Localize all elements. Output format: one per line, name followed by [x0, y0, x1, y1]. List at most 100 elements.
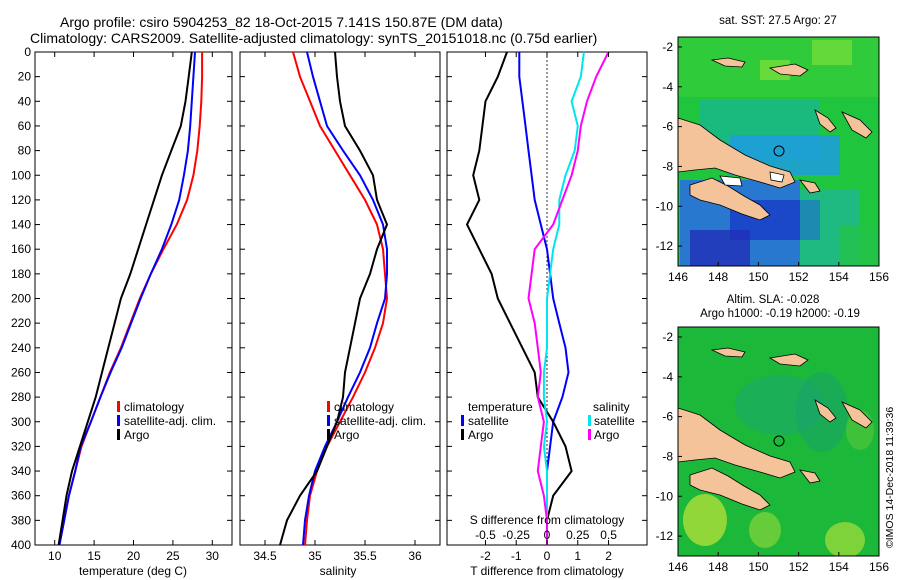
- x-tick-label: 34.5: [253, 549, 277, 563]
- salinity-xlabel: salinity: [320, 564, 357, 578]
- y-tick-label: 0: [24, 45, 31, 59]
- temperature-legend-satellite: satellite-adj. clim.: [124, 414, 216, 428]
- x-tick-label: 20: [127, 549, 141, 563]
- sla-map-title-2: Argo h1000: -0.19 h2000: -0.19: [700, 308, 860, 320]
- temperature-frame: [34, 51, 233, 546]
- series-argo: [57, 51, 193, 546]
- map-x-tick-label: 146: [668, 560, 688, 574]
- sst-map-frame: [677, 36, 880, 267]
- legend-salinity-satellite: satellite: [594, 414, 635, 428]
- salinity-legend: climatology satellite-adj. clim. Argo: [327, 400, 426, 442]
- salinity-legend-argo: Argo: [334, 428, 360, 442]
- map-x-tick-label: 150: [748, 270, 768, 284]
- sla-map-title-1: Altim. SLA: -0.028: [727, 294, 820, 306]
- x-tick-label: 35.5: [353, 549, 377, 563]
- map-y-tick-label: -2: [662, 330, 673, 344]
- y-tick-label: 100: [11, 168, 31, 182]
- series-temperature-satellite: [518, 52, 570, 545]
- map-x-tick-label: 152: [789, 560, 809, 574]
- y-tick-label: 240: [11, 341, 31, 355]
- y-tick-label: 340: [11, 464, 31, 478]
- series-temperature-argo: [465, 51, 573, 545]
- difference-legend-salinity: salinity satellite Argo: [588, 400, 635, 442]
- salinity-panel: 34.5 35 35.5 36 salinity climatology satell…: [239, 51, 441, 578]
- x-tick-label: -1: [511, 549, 522, 563]
- s-diff-tick-label: -0.25: [503, 528, 531, 542]
- y-tick-label: 260: [11, 365, 31, 379]
- map-y-tick-label: -6: [662, 120, 673, 134]
- sst-land: [678, 57, 873, 221]
- map-y-tick-label: -10: [656, 199, 674, 213]
- sla-map-frame: [677, 326, 880, 557]
- map-x-tick-label: 148: [708, 560, 728, 574]
- title-line-1: Argo profile: csiro 5904253_82 18-Oct-20…: [60, 14, 503, 30]
- x-tick-label: -2: [480, 549, 491, 563]
- sla-land: [678, 347, 873, 511]
- map-y-tick-label: -6: [662, 410, 673, 424]
- map-y-tick-label: -10: [656, 489, 674, 503]
- x-tick-label: 35: [308, 549, 322, 563]
- s-diff-tick-label: 0.25: [566, 528, 590, 542]
- y-tick-label: 300: [11, 415, 31, 429]
- x-tick-label: 1: [574, 549, 581, 563]
- y-tick-label: 360: [11, 489, 31, 503]
- y-tick-label: 380: [11, 513, 31, 527]
- y-tick-label: 20: [18, 70, 32, 84]
- y-tick-label: 320: [11, 439, 31, 453]
- x-tick-label: 15: [87, 549, 101, 563]
- map-x-tick-label: 152: [789, 270, 809, 284]
- legend-salinity-argo: Argo: [594, 428, 620, 442]
- legend-temperature-satellite: satellite: [468, 414, 509, 428]
- x-tick-label: 30: [206, 549, 220, 563]
- map-x-tick-label: 148: [708, 270, 728, 284]
- map-x-tick-label: 154: [829, 560, 849, 574]
- map-y-tick-label: -8: [662, 159, 673, 173]
- y-tick-label: 120: [11, 193, 31, 207]
- series-argo: [279, 51, 389, 546]
- map-y-tick-label: -8: [662, 449, 673, 463]
- x-tick-label: 36: [408, 549, 422, 563]
- y-tick-label: 40: [18, 94, 32, 108]
- temperature-legend-climatology: climatology: [124, 400, 184, 414]
- series-salinity-satellite: [542, 51, 585, 545]
- map-y-tick-label: -2: [662, 40, 673, 54]
- y-tick-label: 200: [11, 292, 31, 306]
- temperature-panel: 0 20 40 60 80 100 120 140 160 180 200 220 240 260 280 3…: [11, 45, 233, 578]
- title-line-2: Climatology: CARS2009. Satellite-adjuste…: [30, 30, 597, 46]
- map-x-tick-label: 150: [748, 560, 768, 574]
- map-y-tick-label: -12: [656, 529, 674, 543]
- s-diff-tick-label: 0: [544, 528, 551, 542]
- sla-argo-marker: [773, 435, 785, 447]
- map-y-tick-label: -4: [662, 370, 673, 384]
- x-tick-label: 2: [605, 549, 612, 563]
- legend-salinity-heading: salinity: [593, 400, 630, 414]
- difference-panel: -2 -1 0 1 2 -0.5 -0.25 0 0.25 0.5 S difference f…: [446, 51, 648, 578]
- s-diff-tick-label: 0.5: [600, 528, 617, 542]
- sst-map: 146 148 150 152 154 156 -2 -4 -6 -8 -10 -12: [656, 36, 889, 284]
- map-x-tick-label: 156: [869, 270, 889, 284]
- y-tick-label: 140: [11, 218, 31, 232]
- map-y-tick-label: -4: [662, 80, 673, 94]
- difference-legend-temperature: temperature satellite Argo: [461, 400, 533, 442]
- salinity-legend-climatology: climatology: [334, 400, 394, 414]
- salinity-legend-satellite: satellite-adj. clim.: [334, 414, 426, 428]
- legend-temperature-argo: Argo: [468, 428, 494, 442]
- legend-temperature-heading: temperature: [468, 400, 533, 414]
- s-diff-tick-label: -0.5: [475, 528, 496, 542]
- map-y-tick-label: -12: [656, 239, 674, 253]
- y-tick-label: 400: [11, 538, 31, 552]
- y-tick-label: 80: [18, 144, 32, 158]
- temperature-legend: climatology satellite-adj. clim. Argo: [117, 400, 216, 442]
- sst-argo-marker: [773, 145, 785, 157]
- s-diff-label: S difference from climatology: [470, 513, 625, 527]
- sla-texture: [683, 372, 874, 556]
- temperature-xlabel: temperature (deg C): [79, 564, 187, 578]
- x-tick-label: 25: [166, 549, 180, 563]
- series-satellite-adj-clim-: [58, 51, 196, 546]
- x-tick-label: 10: [48, 549, 62, 563]
- credit-text: ©IMOS 14-Dec-2018 11:39:36: [884, 407, 896, 548]
- y-tick-label: 180: [11, 267, 31, 281]
- difference-xlabel: T difference from climatology: [470, 564, 624, 578]
- y-tick-label: 280: [11, 390, 31, 404]
- sst-map-title: sat. SST: 27.5 Argo: 27: [719, 15, 837, 27]
